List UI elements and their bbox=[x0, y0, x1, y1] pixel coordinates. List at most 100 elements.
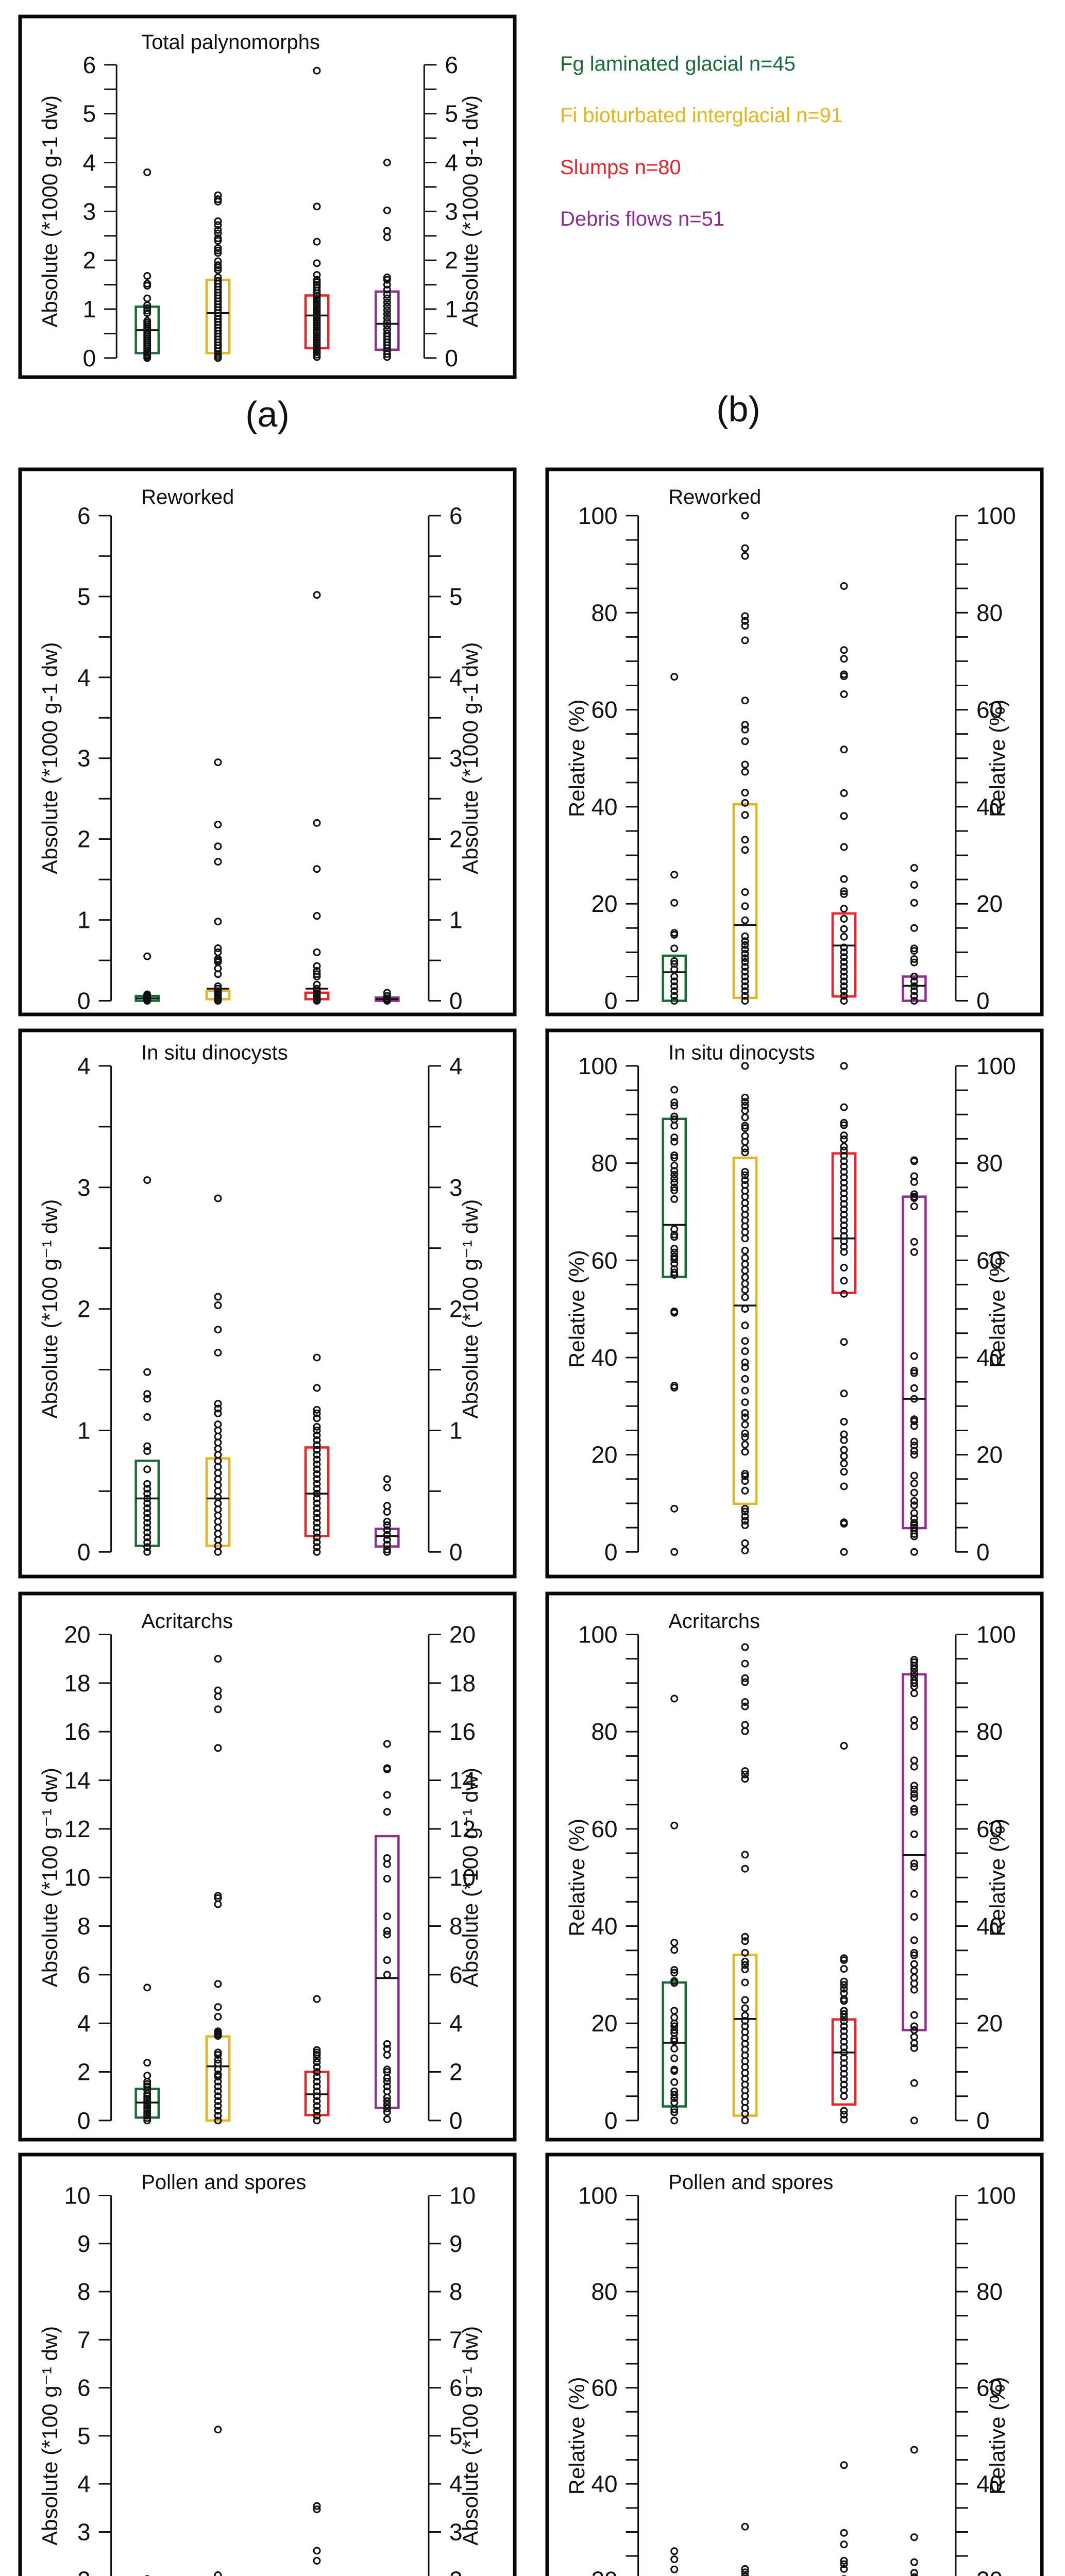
data-point bbox=[313, 321, 321, 329]
data-point bbox=[741, 721, 749, 729]
data-point bbox=[383, 1507, 391, 1516]
data-point bbox=[910, 2044, 918, 2052]
data-point bbox=[313, 2111, 321, 2120]
data-point bbox=[910, 2022, 918, 2030]
data-point bbox=[214, 2032, 222, 2040]
data-point bbox=[214, 236, 222, 245]
data-point bbox=[741, 1517, 749, 1525]
data-point bbox=[143, 2104, 151, 2112]
data-point bbox=[741, 1062, 749, 1070]
data-point bbox=[214, 1900, 222, 1908]
data-point bbox=[910, 864, 918, 872]
data-point bbox=[840, 992, 848, 1000]
data-point bbox=[214, 1301, 222, 1310]
data-point bbox=[670, 1112, 679, 1121]
y-tick-label-right: 12 bbox=[449, 1816, 476, 1842]
data-point bbox=[741, 1171, 749, 1179]
y-tick-label-left: 20 bbox=[591, 2567, 617, 2576]
data-point bbox=[143, 2077, 151, 2086]
data-point bbox=[313, 336, 321, 344]
y-tick-label-right: 20 bbox=[976, 2567, 1003, 2576]
y-axis-title-right: Absolute (*1000 g-1 dw) bbox=[458, 95, 482, 328]
data-point bbox=[910, 1532, 918, 1540]
series-2 bbox=[304, 1353, 330, 1556]
data-point bbox=[313, 1353, 321, 1362]
data-point bbox=[910, 955, 918, 963]
data-point bbox=[383, 1521, 391, 1529]
data-point bbox=[214, 244, 222, 252]
legend-item-fg: Fg laminated glacial n=45 bbox=[560, 53, 796, 75]
series-0 bbox=[662, 673, 687, 1005]
data-point bbox=[741, 799, 749, 807]
y-tick-label-right: 6 bbox=[449, 1961, 463, 1988]
data-point bbox=[670, 2044, 679, 2053]
data-point bbox=[910, 2116, 918, 2125]
data-point bbox=[214, 1194, 222, 1202]
data-point bbox=[741, 612, 749, 620]
data-point bbox=[214, 2048, 222, 2057]
series-1 bbox=[214, 2426, 222, 2576]
data-point bbox=[840, 1194, 848, 1202]
data-point bbox=[670, 1183, 679, 1192]
data-point bbox=[383, 1791, 391, 1799]
data-point bbox=[840, 2043, 848, 2051]
y-tick-label-left: 3 bbox=[83, 198, 96, 225]
data-point bbox=[910, 1830, 918, 1838]
y-tick-label-right: 40 bbox=[976, 1344, 1003, 1371]
data-point bbox=[741, 1702, 749, 1710]
data-point bbox=[741, 789, 749, 797]
data-point bbox=[741, 1168, 749, 1176]
panel-frame bbox=[545, 1591, 1044, 2142]
data-point bbox=[840, 655, 848, 663]
series-3 bbox=[901, 1156, 927, 1556]
data-point bbox=[143, 304, 151, 312]
data-point bbox=[840, 1168, 848, 1176]
data-point bbox=[840, 2010, 848, 2018]
data-point bbox=[313, 1414, 321, 1422]
data-point bbox=[741, 1358, 749, 1366]
data-point bbox=[383, 2115, 391, 2124]
data-point bbox=[910, 1548, 918, 1556]
data-point bbox=[741, 2572, 749, 2576]
data-point bbox=[910, 1501, 918, 1510]
y-tick-label-right: 60 bbox=[976, 1816, 1003, 1842]
data-point bbox=[741, 1851, 749, 1859]
data-point bbox=[313, 324, 321, 332]
data-point bbox=[741, 1775, 749, 1783]
y-tick-label-left: 4 bbox=[83, 149, 96, 176]
panel-title: Total palynomorphs bbox=[141, 31, 320, 54]
data-point bbox=[910, 2533, 918, 2541]
data-point bbox=[910, 1793, 918, 1802]
data-point bbox=[840, 1216, 848, 1224]
data-point bbox=[910, 992, 918, 1000]
data-point bbox=[143, 952, 151, 960]
y-tick-label-right: 5 bbox=[449, 2422, 463, 2449]
data-point bbox=[840, 2115, 848, 2124]
data-point bbox=[670, 673, 679, 681]
data-point bbox=[313, 2068, 321, 2076]
data-point bbox=[670, 972, 679, 980]
data-point bbox=[214, 2571, 222, 2576]
data-point bbox=[741, 958, 749, 966]
data-point bbox=[143, 1465, 151, 1473]
data-point bbox=[670, 2116, 679, 2125]
box-iqr bbox=[901, 975, 927, 1002]
series-3 bbox=[374, 989, 400, 1005]
data-point bbox=[383, 294, 391, 302]
data-point bbox=[143, 1368, 151, 1376]
data-point bbox=[910, 2011, 918, 2019]
y-axis-title-right: Relative (%) bbox=[985, 1250, 1009, 1368]
data-point bbox=[214, 997, 222, 1005]
data-point bbox=[840, 2054, 848, 2062]
y-axis-title-right: Absolute (*100 g⁻¹ dw) bbox=[458, 1199, 482, 1419]
data-point bbox=[143, 2111, 151, 2120]
data-point bbox=[670, 899, 679, 907]
data-point bbox=[214, 1548, 222, 1556]
data-point bbox=[143, 2092, 151, 2100]
data-point bbox=[313, 1509, 321, 1517]
data-point bbox=[143, 1395, 151, 1403]
data-point bbox=[741, 1512, 749, 1520]
data-point bbox=[313, 1523, 321, 1532]
data-point bbox=[840, 2064, 848, 2073]
y-tick-label-left: 0 bbox=[604, 1538, 618, 1565]
